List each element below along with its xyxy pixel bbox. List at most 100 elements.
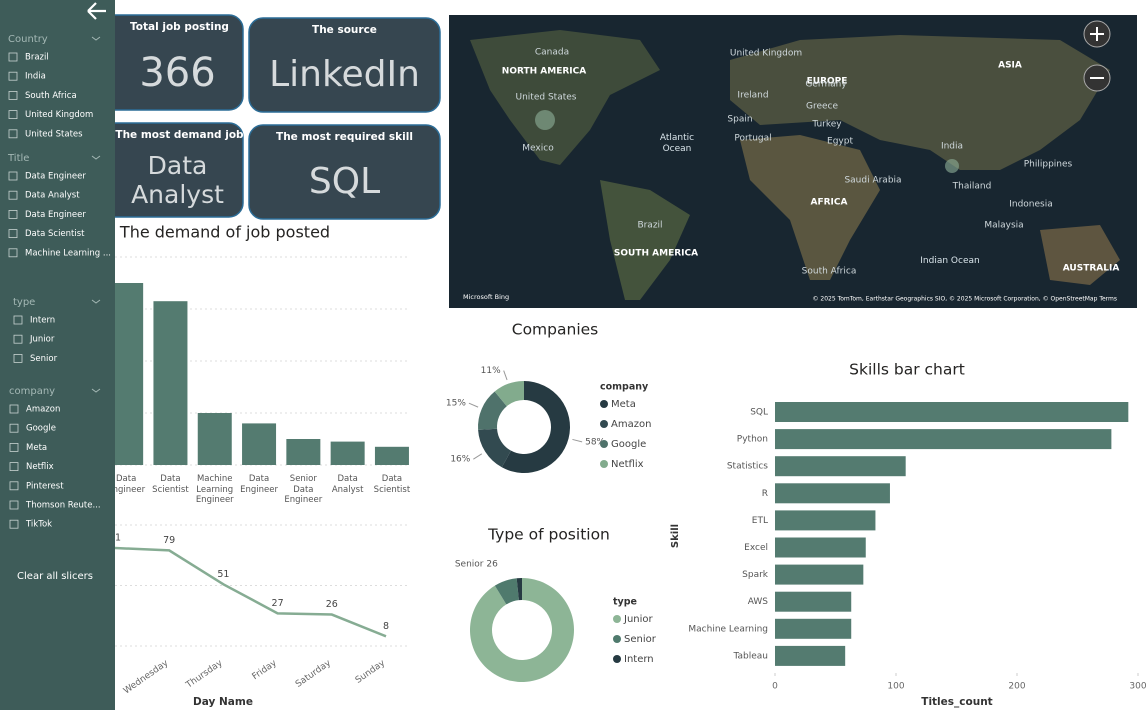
slicer-item[interactable]: Netflix <box>26 462 54 472</box>
y-tick-label: R <box>762 489 768 499</box>
slicer-item[interactable]: Google <box>26 424 56 434</box>
x-tick-label-box: Machine Learning Engineer <box>195 474 234 505</box>
leader-line <box>468 402 479 408</box>
map-label: AUSTRALIA <box>1063 264 1120 274</box>
bar <box>775 591 852 612</box>
map-label: United States <box>516 93 577 103</box>
legend-label: Meta <box>611 399 636 410</box>
slicer-item[interactable]: Machine Learning ... <box>25 248 111 258</box>
checkbox[interactable] <box>8 91 18 100</box>
legend-swatch <box>613 655 621 663</box>
slicer-item[interactable]: Senior <box>30 354 58 364</box>
x-tick-label: Machine Learning Engineer <box>195 474 234 505</box>
leader-line <box>503 370 508 381</box>
x-tick-label-box: Data Analyst <box>332 474 364 495</box>
donut-slice <box>477 391 507 430</box>
land <box>470 30 660 165</box>
slicer-item[interactable]: TikTok <box>25 520 52 530</box>
card-value-box: 366 <box>139 51 215 95</box>
checkbox[interactable] <box>9 423 19 433</box>
checkbox[interactable] <box>9 442 19 452</box>
slicer-item[interactable]: Amazon <box>26 405 60 415</box>
map[interactable]: Canada NORTH AMERICA United States Mexico At… <box>449 15 1137 308</box>
bar <box>775 564 864 585</box>
x-tick-label: Senior Data Engineer <box>284 474 323 505</box>
checkbox[interactable] <box>9 500 19 510</box>
back-arrow[interactable] <box>87 2 106 20</box>
checkbox[interactable] <box>8 52 18 62</box>
legend-label: Senior <box>624 634 657 645</box>
y-tick-label: ETL <box>752 516 768 526</box>
slicer-item[interactable]: India <box>25 72 46 82</box>
map-bubble[interactable] <box>535 110 555 130</box>
card-value-box: Data Analyst <box>131 151 224 209</box>
checkbox[interactable] <box>8 171 18 181</box>
slicer-item[interactable]: Data Scientist <box>25 229 85 239</box>
zoom-in-icon <box>1090 27 1104 41</box>
map-label: Portugal <box>734 134 771 144</box>
data-label: 11% <box>481 366 501 376</box>
map-label: NORTH AMERICA <box>502 67 586 77</box>
checkbox[interactable] <box>9 481 19 491</box>
slicer-item[interactable]: United Kingdom <box>25 110 93 120</box>
x-axis-label: Day Name <box>193 696 253 708</box>
checkbox[interactable] <box>13 315 23 325</box>
checkbox[interactable] <box>8 209 18 219</box>
checkbox[interactable] <box>8 71 18 81</box>
map-label: South Africa <box>802 267 857 277</box>
checkbox[interactable] <box>8 229 18 239</box>
bar <box>330 441 365 465</box>
slicer-item[interactable]: Junior <box>29 335 55 345</box>
checkbox[interactable] <box>8 248 18 258</box>
slicer-chevron[interactable] <box>91 155 101 160</box>
slicer-item[interactable]: Meta <box>26 443 47 453</box>
checkbox[interactable] <box>8 190 18 200</box>
bar <box>286 439 321 465</box>
legend-label: Junior <box>623 614 654 625</box>
land <box>600 180 690 300</box>
map-bubble[interactable] <box>945 159 959 173</box>
data-label: 26 <box>326 599 338 610</box>
legend-title: type <box>613 597 637 608</box>
slicer-item[interactable]: Data Engineer <box>25 172 86 182</box>
slicer-item[interactable]: Data Engineer <box>25 210 86 220</box>
donut-slice <box>494 578 519 605</box>
map-label: Indian Ocean <box>920 256 980 266</box>
checkbox[interactable] <box>8 129 18 139</box>
map-label: Greece <box>806 102 838 112</box>
bar <box>775 483 890 504</box>
map-label: AFRICA <box>811 198 848 208</box>
data-label: 51 <box>217 569 229 580</box>
card-value: Data Analyst <box>131 151 224 209</box>
y-tick-label: Statistics <box>727 462 768 472</box>
slicer-title: Country <box>8 34 48 45</box>
chart-title: Skills bar chart <box>849 361 965 379</box>
bar <box>775 645 846 666</box>
chart-title: Type of position <box>487 526 610 544</box>
slicer-chevron[interactable] <box>91 36 101 41</box>
map-attribution: Microsoft Bing <box>463 293 509 301</box>
slicer-chevron[interactable] <box>91 299 101 304</box>
checkbox[interactable] <box>9 462 19 472</box>
slicer-item[interactable]: South Africa <box>25 91 77 101</box>
checkbox[interactable] <box>8 110 18 119</box>
clear-slicers[interactable]: Clear all slicers <box>17 571 93 582</box>
slicer-item[interactable]: Intern <box>30 316 55 326</box>
slicer-chevron[interactable] <box>91 388 101 393</box>
data-label: Senior 26 <box>455 559 498 569</box>
slicer-item[interactable]: Data Analyst <box>25 191 80 201</box>
slicer-item[interactable]: Pinterest <box>26 481 64 491</box>
map-label: Indonesia <box>1009 200 1053 210</box>
checkbox[interactable] <box>9 519 19 529</box>
legend-swatch <box>613 615 621 623</box>
map-label: Saudi Arabia <box>844 176 901 186</box>
slicer-item[interactable]: Thomson Reute... <box>25 501 101 511</box>
y-tick-label: Spark <box>742 570 769 580</box>
slicer-item[interactable]: Brazil <box>25 53 49 63</box>
x-tick-label-box: Data Engineer <box>107 474 145 495</box>
data-label: 16% <box>450 455 470 465</box>
checkbox[interactable] <box>13 334 23 344</box>
checkbox[interactable] <box>13 353 23 363</box>
slicer-item[interactable]: United States <box>25 129 83 139</box>
checkbox[interactable] <box>9 404 19 414</box>
